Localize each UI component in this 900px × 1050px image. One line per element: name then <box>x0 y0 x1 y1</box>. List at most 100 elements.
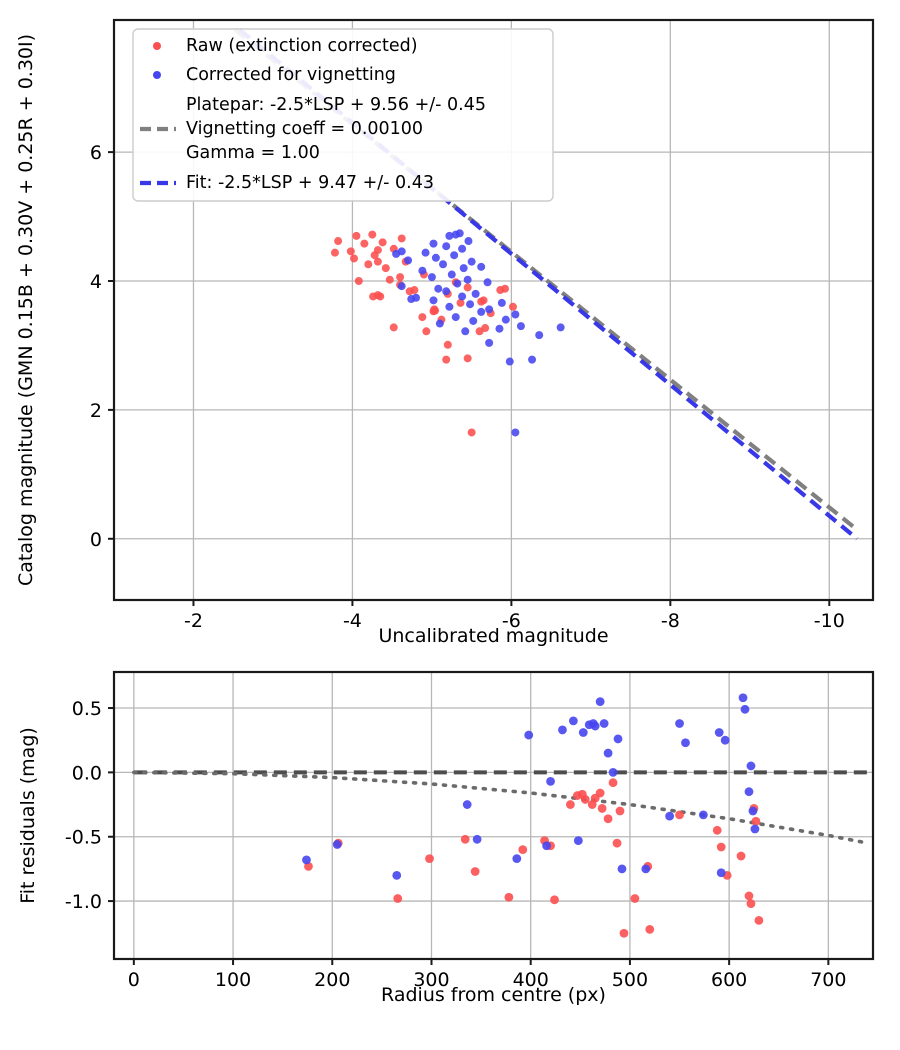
legend-marker-dot <box>153 42 161 50</box>
data-point <box>442 287 451 296</box>
data-point <box>410 286 419 295</box>
data-point <box>389 323 398 332</box>
data-point <box>385 275 394 284</box>
data-point <box>595 788 605 798</box>
data-point <box>397 234 406 243</box>
data-point <box>603 814 613 824</box>
data-point <box>716 868 726 878</box>
data-point <box>431 253 440 262</box>
legend-item-platepar-line1[interactable]: Platepar: -2.5*LSP + 9.56 +/- 0.45 <box>186 95 486 115</box>
data-point <box>558 725 567 735</box>
data-point <box>501 284 510 293</box>
data-point <box>445 302 454 311</box>
data-point <box>612 838 622 848</box>
data-point <box>599 719 609 728</box>
y-tick-label: 0 <box>90 529 102 551</box>
data-point <box>675 810 684 820</box>
legend-item-fit[interactable]: Fit: -2.5*LSP + 9.47 +/- 0.43 <box>140 173 434 193</box>
x-tick-label: -10 <box>814 610 845 632</box>
data-point <box>471 289 480 298</box>
data-point <box>455 229 464 238</box>
vignetting-curve <box>132 770 870 845</box>
data-point <box>346 247 355 256</box>
data-point <box>740 704 750 714</box>
data-point <box>615 806 625 816</box>
data-point <box>434 284 443 293</box>
data-point <box>483 278 492 287</box>
legend-item-raw[interactable]: Raw (extinction corrected) <box>153 36 418 56</box>
y-tick-label: 6 <box>90 142 102 164</box>
data-point <box>597 804 607 813</box>
data-point <box>397 247 406 256</box>
data-point <box>617 864 627 874</box>
data-point <box>542 841 551 851</box>
bottom-plot-bg <box>114 672 873 959</box>
data-point <box>418 266 427 275</box>
data-point <box>535 331 544 340</box>
data-point <box>373 257 382 266</box>
legend-item-platepar-line2[interactable]: Vignetting coeff = 0.00100 <box>140 119 423 139</box>
x-tick-label: -2 <box>184 610 203 632</box>
bottom-panel: 0 100 200 300 400 500 600 700 0.5 0.0 -0.5 -1.0 Radi… <box>17 670 875 1006</box>
data-point <box>472 834 482 844</box>
data-point <box>430 305 439 314</box>
data-point <box>477 262 486 271</box>
y-tick-label: 0.0 <box>72 762 102 784</box>
data-point <box>373 246 382 255</box>
data-point <box>461 327 470 336</box>
legend-label: Corrected for vignetting <box>186 65 396 85</box>
data-point <box>546 776 555 786</box>
data-point <box>497 298 506 307</box>
legend-label: Vignetting coeff = 0.00100 <box>186 119 423 139</box>
data-point <box>675 719 684 728</box>
x-tick-label: -4 <box>343 610 362 632</box>
data-point <box>393 894 403 903</box>
x-tick-label: 200 <box>314 969 350 991</box>
legend-label: Gamma = 1.00 <box>186 143 320 163</box>
data-point <box>613 734 623 744</box>
data-point <box>504 892 514 902</box>
data-point <box>744 787 754 797</box>
data-point <box>462 800 472 809</box>
data-point <box>603 748 613 758</box>
fit-line <box>238 28 859 541</box>
x-tick-label: 400 <box>513 969 549 991</box>
data-point <box>508 302 517 311</box>
data-point <box>511 428 520 437</box>
data-point <box>754 915 764 925</box>
platepar-fit-line <box>233 28 859 532</box>
data-point <box>595 697 605 707</box>
data-point <box>392 870 402 880</box>
x-tick-label: 300 <box>413 969 449 991</box>
data-point <box>578 728 588 737</box>
y-tick-label: -0.5 <box>65 827 102 849</box>
data-point <box>716 842 726 852</box>
y-tick-label: -1.0 <box>65 891 102 913</box>
data-point <box>485 305 494 314</box>
data-point <box>630 894 640 903</box>
data-point <box>368 230 377 239</box>
legend-item-platepar-line3[interactable]: Gamma = 1.00 <box>186 143 320 163</box>
data-point <box>511 310 520 319</box>
top-axes-frame <box>112 18 875 602</box>
data-point <box>354 277 363 285</box>
bottom-axes-frame <box>112 670 875 961</box>
legend-item-corrected[interactable]: Corrected for vignetting <box>153 65 396 85</box>
x-tick-label: 0 <box>128 969 140 991</box>
bottom-reference-lines <box>132 770 873 845</box>
x-tick-label: -8 <box>661 610 680 632</box>
data-point <box>528 355 537 364</box>
data-point <box>665 811 675 821</box>
data-point <box>714 728 724 737</box>
data-point <box>698 810 708 820</box>
data-point <box>470 867 480 876</box>
data-point <box>738 693 748 703</box>
data-point <box>450 251 459 260</box>
data-point <box>501 315 510 324</box>
bottom-x-axis-label: Radius from centre (px) <box>381 984 606 1006</box>
data-point <box>458 244 467 253</box>
data-point <box>477 307 486 316</box>
data-point <box>459 264 468 273</box>
data-point <box>412 293 421 302</box>
